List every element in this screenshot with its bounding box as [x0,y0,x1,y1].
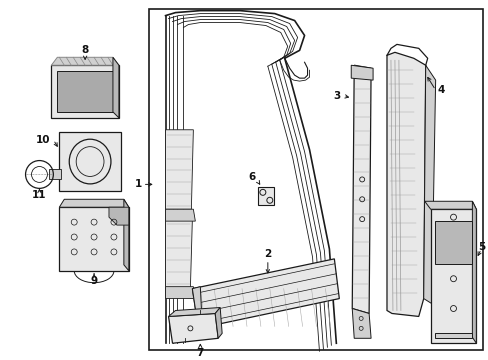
Text: 1: 1 [135,179,142,189]
Polygon shape [351,65,370,314]
Polygon shape [351,309,370,338]
Text: 5: 5 [477,242,484,252]
Text: 7: 7 [196,348,203,358]
Polygon shape [215,307,222,338]
Polygon shape [424,201,475,209]
Polygon shape [165,130,193,209]
Polygon shape [49,170,61,179]
Text: 10: 10 [36,135,51,145]
Polygon shape [165,287,195,298]
Polygon shape [123,199,128,271]
Polygon shape [59,199,128,207]
Polygon shape [434,221,471,264]
Text: 9: 9 [90,276,98,286]
Polygon shape [471,201,475,343]
Polygon shape [109,207,128,225]
Text: 3: 3 [333,91,340,101]
Polygon shape [59,132,121,192]
Text: 2: 2 [264,249,271,259]
Polygon shape [386,52,425,316]
Polygon shape [257,187,273,205]
Polygon shape [192,259,339,328]
Polygon shape [57,71,113,112]
Text: 6: 6 [248,172,255,183]
Polygon shape [350,65,372,80]
Polygon shape [430,209,475,343]
Polygon shape [165,209,195,221]
Polygon shape [423,65,435,303]
Polygon shape [113,57,119,118]
Polygon shape [168,314,218,343]
Bar [148,9,482,350]
Polygon shape [51,57,119,65]
Polygon shape [434,333,471,338]
Polygon shape [59,207,128,271]
Polygon shape [51,65,119,118]
Polygon shape [168,307,220,316]
Polygon shape [165,219,192,289]
Text: 4: 4 [437,85,445,95]
Polygon shape [192,287,202,328]
Text: 8: 8 [81,45,89,55]
Text: 11: 11 [32,190,47,200]
